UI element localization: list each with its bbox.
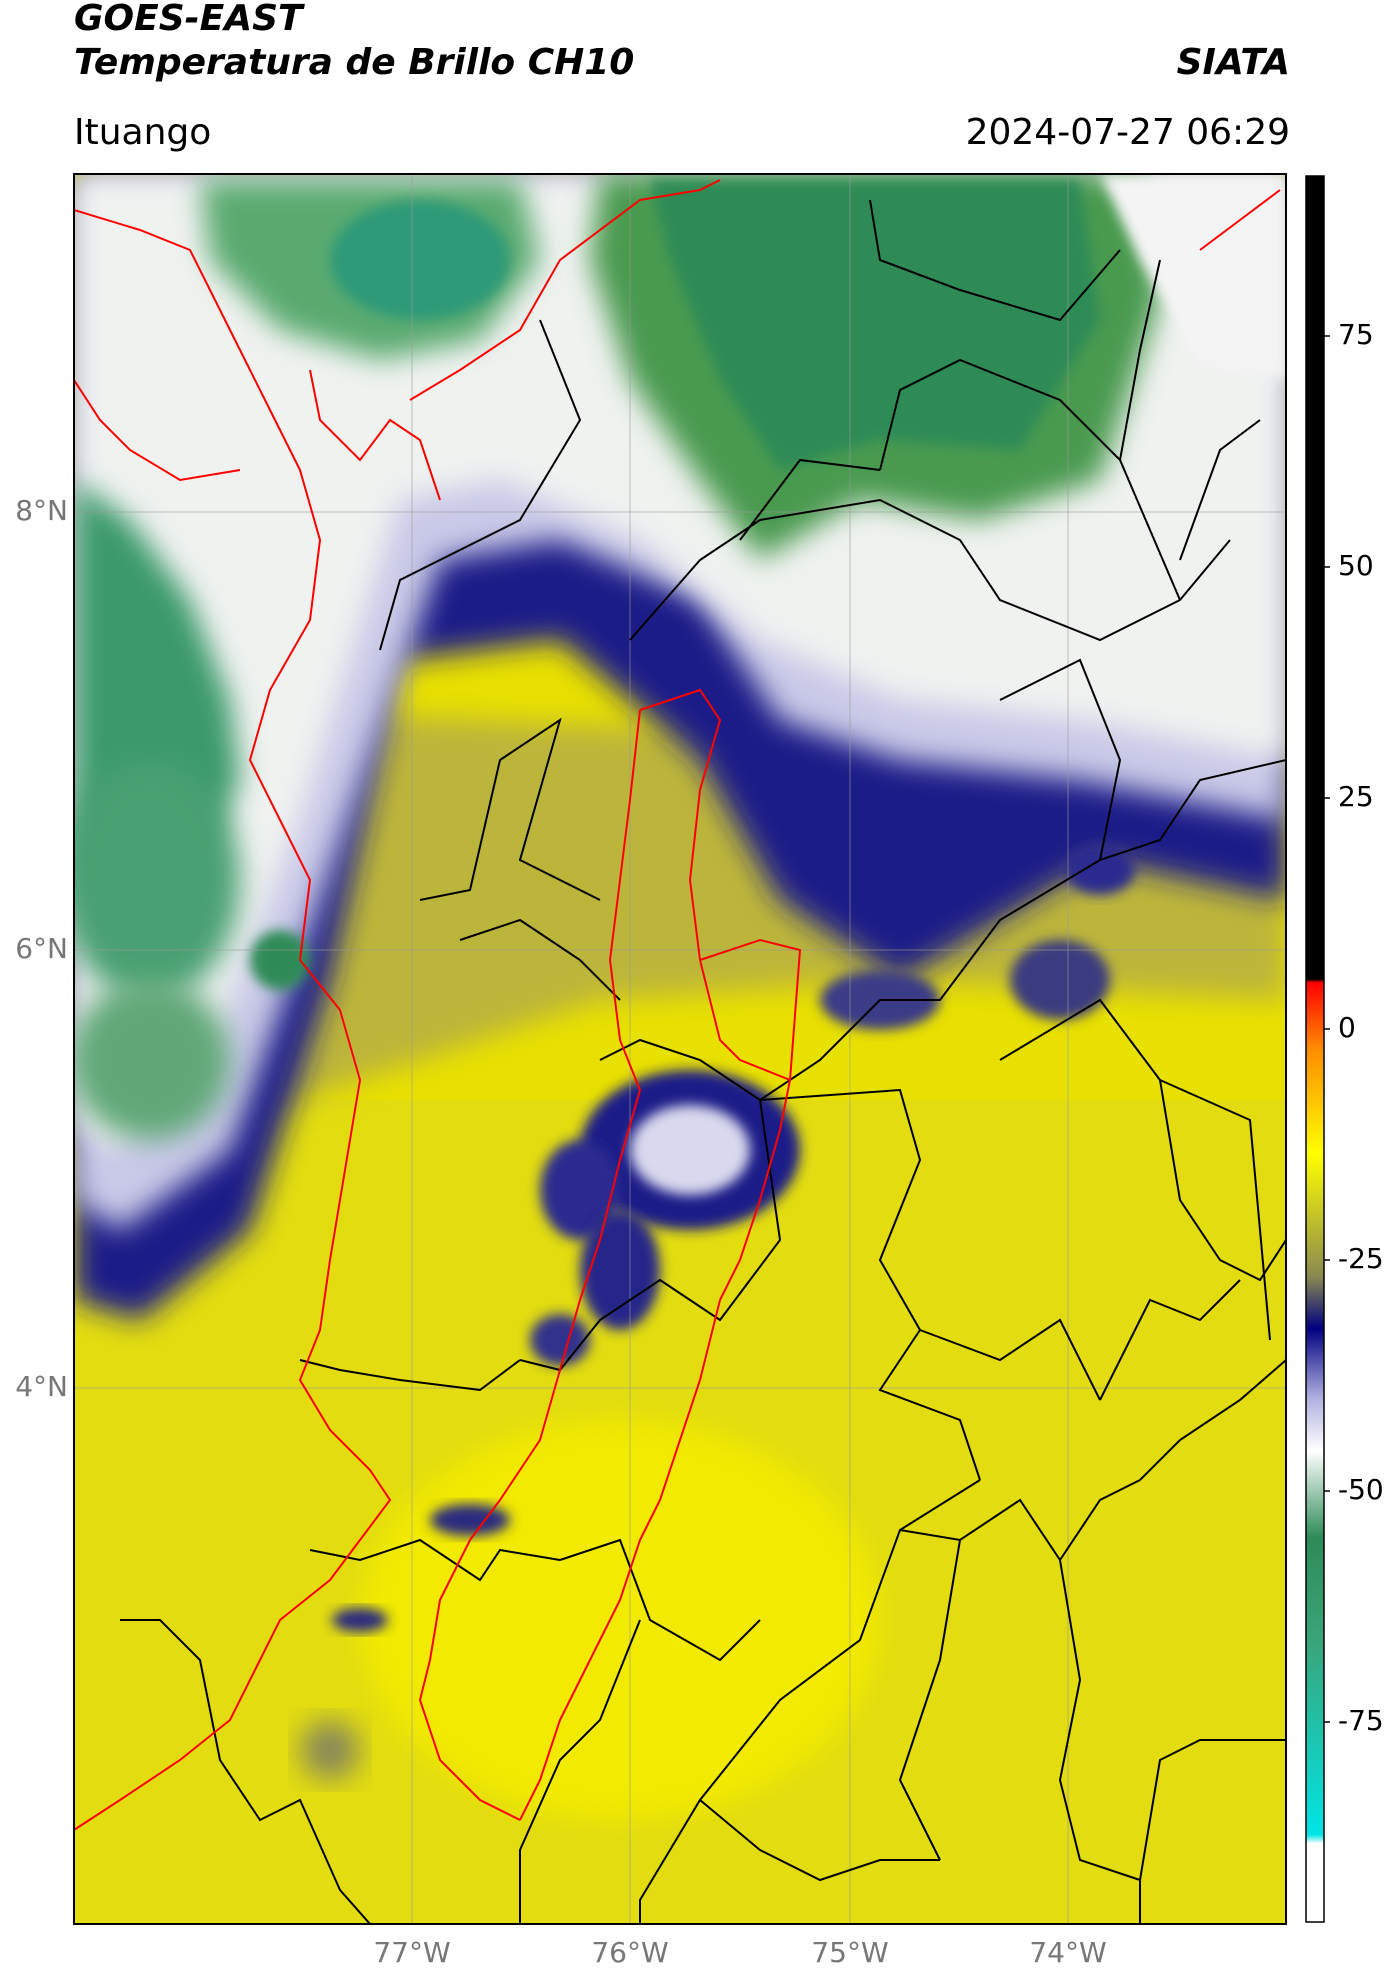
colorbar xyxy=(1305,175,1330,1923)
lon-label-74w: 74°W xyxy=(1029,1936,1107,1969)
lat-label-8n: 8°N xyxy=(15,494,68,527)
department-boundaries xyxy=(120,199,1286,1924)
coastline-and-region-outline xyxy=(74,179,1281,1831)
region-label: Ituango xyxy=(74,112,212,153)
lat-label-4n: 4°N xyxy=(15,1370,68,1403)
colorbar-tick-50: 50 xyxy=(1338,549,1374,582)
colorbar-tick-75: 75 xyxy=(1338,318,1374,351)
lon-label-77w: 77°W xyxy=(373,1936,451,1969)
colorbar-tick-25: 25 xyxy=(1338,780,1374,813)
colorbar-tick-0: 0 xyxy=(1338,1011,1356,1044)
colorbar-tick-minus-75: -75 xyxy=(1338,1704,1384,1737)
timestamp-label: 2024-07-27 06:29 xyxy=(965,112,1290,153)
lon-label-76w: 76°W xyxy=(591,1936,669,1969)
lat-label-6n: 6°N xyxy=(15,932,68,965)
agency-label: SIATA xyxy=(1176,42,1290,83)
product-title: Temperatura de Brillo CH10 xyxy=(74,42,635,83)
colorbar-tick-minus-25: -25 xyxy=(1338,1242,1384,1275)
map-frame xyxy=(73,173,1287,1925)
satellite-title: GOES-EAST xyxy=(74,0,303,39)
colorbar-tick-minus-50: -50 xyxy=(1338,1473,1384,1506)
lon-label-75w: 75°W xyxy=(811,1936,889,1969)
brightness-temperature-field xyxy=(74,174,1286,1924)
graticule xyxy=(74,174,1286,1924)
